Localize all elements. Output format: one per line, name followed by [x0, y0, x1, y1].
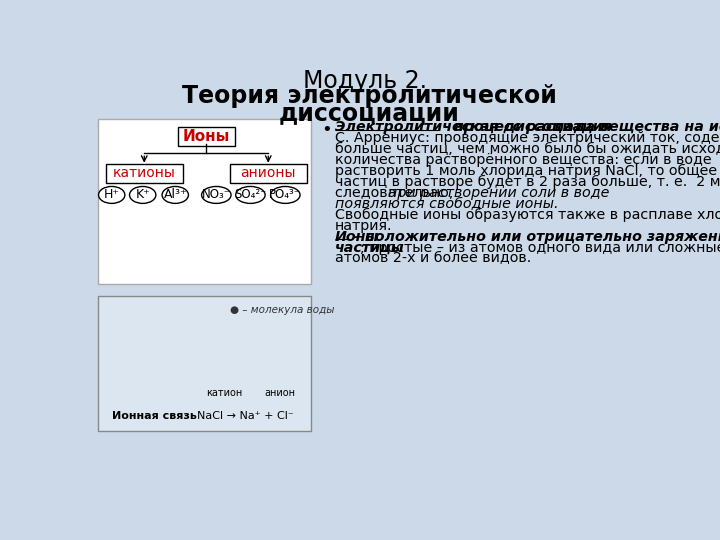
Text: больше частиц, чем можно было бы ожидать исходя из: больше частиц, чем можно было бы ожидать… [335, 142, 720, 156]
Text: Теория электролитической: Теория электролитической [181, 84, 557, 108]
Ellipse shape [130, 186, 156, 204]
Text: K⁺: K⁺ [135, 188, 150, 201]
Text: NaCl → Na⁺ + Cl⁻: NaCl → Na⁺ + Cl⁻ [197, 411, 294, 421]
Text: диссоциации: диссоциации [279, 101, 459, 125]
FancyBboxPatch shape [106, 164, 183, 183]
Text: - процесс распада вещества на ионы при растворении или при плавлении.: - процесс распада вещества на ионы при р… [438, 120, 720, 134]
Text: натрия.: натрия. [335, 219, 392, 233]
Text: Ионная связь: Ионная связь [112, 411, 197, 421]
Text: - положительно или отрицательно заряженные: - положительно или отрицательно заряженн… [349, 230, 720, 244]
Text: Свободные ионы образуются также в расплаве хлорида: Свободные ионы образуются также в распла… [335, 208, 720, 222]
Text: •: • [321, 121, 332, 139]
Ellipse shape [162, 186, 189, 204]
Text: катионы: катионы [113, 166, 176, 180]
FancyBboxPatch shape [98, 119, 311, 284]
FancyBboxPatch shape [98, 296, 311, 430]
Ellipse shape [235, 186, 265, 204]
Text: Ионы: Ионы [183, 129, 230, 144]
Text: ● – молекула воды: ● – молекула воды [230, 305, 334, 315]
Text: ; простые – из атомов одного вида или сложные из: ; простые – из атомов одного вида или сл… [360, 240, 720, 254]
Ellipse shape [271, 186, 300, 204]
Text: катион: катион [206, 388, 242, 398]
Text: частиц в растворе будет в 2 раза больше, т. е.  2 моль;: частиц в растворе будет в 2 раза больше,… [335, 175, 720, 189]
Text: PO₄³⁻: PO₄³⁻ [269, 188, 301, 201]
Text: Al³⁺: Al³⁺ [163, 188, 187, 201]
FancyBboxPatch shape [178, 127, 235, 146]
Text: С. Аррениус: проводящие электрический ток, содержат: С. Аррениус: проводящие электрический то… [335, 131, 720, 145]
Text: Ионы: Ионы [335, 230, 379, 244]
Text: анионы: анионы [240, 166, 296, 180]
Text: SO₄²⁻: SO₄²⁻ [234, 188, 266, 201]
Text: атомов 2-х и более видов.: атомов 2-х и более видов. [335, 252, 531, 266]
Ellipse shape [202, 186, 231, 204]
Text: растворить 1 моль хлорида натрия NaCl, то общее число: растворить 1 моль хлорида натрия NaCl, т… [335, 164, 720, 178]
Ellipse shape [99, 186, 125, 204]
FancyBboxPatch shape [230, 164, 307, 183]
Text: количества растворённого вещества: если в воде: количества растворённого вещества: если … [335, 153, 711, 167]
Text: частицы: частицы [335, 240, 405, 254]
Text: Электролитическая диссоциация: Электролитическая диссоциация [335, 120, 612, 134]
Text: следовательно,: следовательно, [335, 186, 458, 200]
Text: появляются свободные ионы.: появляются свободные ионы. [335, 197, 559, 211]
Text: H⁺: H⁺ [104, 188, 120, 201]
Text: при растворении соли в воде: при растворении соли в воде [388, 186, 610, 200]
Text: анион: анион [264, 388, 295, 398]
Text: Модуль 2.: Модуль 2. [303, 69, 435, 93]
Text: NO₃⁻: NO₃⁻ [202, 188, 231, 201]
